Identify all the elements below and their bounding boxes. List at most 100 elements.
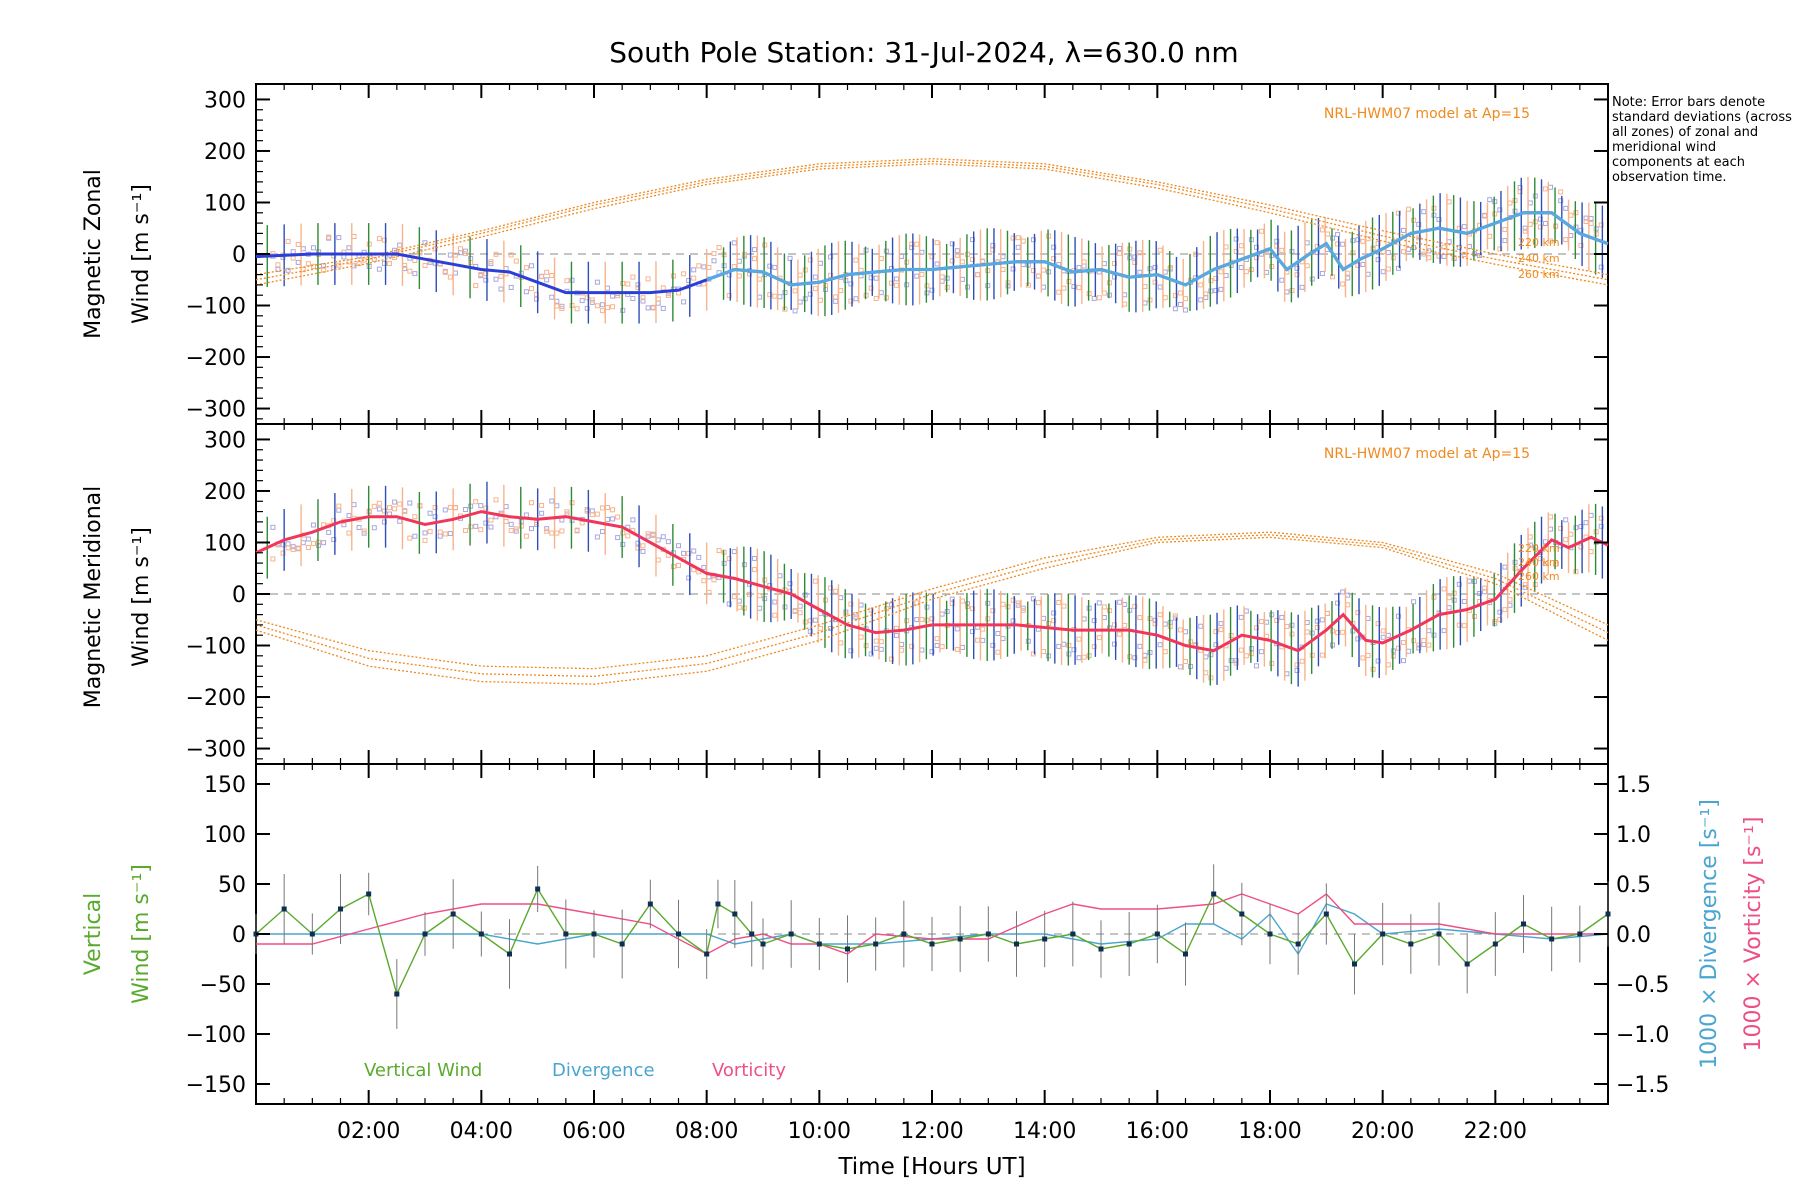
scatter-point [1548,526,1554,532]
scatter-point [1000,267,1006,273]
scatter-point [1015,235,1021,241]
scatter-point [584,305,590,311]
scatter-point [483,520,489,526]
scatter-point [351,502,357,508]
scatter-point [1335,600,1341,606]
scatter-point [767,263,773,269]
vertical-wind-point [816,941,822,947]
scatter-point [919,271,925,277]
scatter-point [1056,600,1062,606]
scatter-point [878,646,884,652]
vertical-wind-point [1521,921,1526,927]
scatter-point [812,617,818,623]
scatter-point [1542,561,1548,567]
model-curve-220km [255,531,1609,670]
scatter-point [1035,600,1041,606]
scatter-point [1117,631,1123,637]
scatter-point [381,508,387,514]
scatter-point [336,507,342,513]
scatter-point [752,566,758,572]
vertical-wind-point [1605,911,1611,917]
scatter-point [1157,642,1163,648]
scatter-point [1319,652,1325,658]
scatter-point [447,504,453,510]
scatter-point [1076,265,1082,271]
scatter-point [1157,284,1163,290]
scatter-point [1365,271,1371,277]
scatter-point [665,539,671,545]
scatter-point [290,544,296,550]
scatter-point [797,603,803,609]
scatter-point [473,283,479,289]
scatter-point [1456,622,1462,628]
scatter-point [812,274,818,280]
mean-wind-curve [255,510,1609,653]
scatter-point [1081,616,1087,622]
vertical-wind-point [749,931,755,937]
scatter-point [1299,658,1305,664]
scatter-point [473,523,479,529]
scatter-point [711,577,717,583]
scatter-point [1355,610,1361,616]
scatter-point [691,275,697,281]
scatter-point [1152,621,1158,627]
scatter-point [1319,270,1325,276]
vertical-right-ticks: 1.5 1.0 0.5 0.0 −0.5 −1.0 −1.5 [1594,773,1669,1098]
vertical-wind-point [1239,911,1245,917]
vertical-wind-point [1577,931,1583,937]
scatter-point [1537,556,1543,562]
scatter-point [290,546,296,552]
scatter-point [523,533,529,539]
scatter-point [716,244,722,250]
scatter-point [736,598,742,604]
y-tick-label: 300 [204,88,246,113]
scatter-point [970,606,976,612]
scatter-point [1340,281,1346,287]
scatter-point [681,550,687,556]
scatter-point [594,511,600,517]
scatter-point [589,512,595,518]
scatter-point [300,540,306,546]
vertical-wind-point [366,891,372,897]
scatter-point [1416,235,1422,241]
y-tick-label: −50 [200,973,246,998]
vertical-wind-point [1042,936,1048,942]
scatter-point [1487,233,1493,239]
vertical-wind-point [1126,941,1132,947]
vertical-wind-point [394,991,400,997]
scatter-point [899,647,905,653]
scatter-point [1578,524,1584,530]
scatter-point [939,274,945,280]
scatter-point [1401,227,1407,233]
scatter-point [1563,537,1569,543]
scatter-point [1588,512,1594,518]
scatter-point [1497,246,1503,252]
vertical-wind-point [1267,931,1273,937]
scatter-point [1274,617,1280,623]
scatter-point [554,530,560,536]
y-tick-label: −200 [186,686,246,711]
zonal-panel: 300 200 100 0 −100 −200 −300 NRL-HWM07 model a… [81,83,1609,425]
scatter-point [594,303,600,309]
scatter-point [513,258,519,264]
scatter-point [275,266,281,272]
scatter-point [539,502,545,508]
y-tick-label: 100 [204,823,246,848]
scatter-point [1335,241,1341,247]
scatter-point [1000,254,1006,260]
scatter-point [1112,641,1118,647]
scatter-point [321,540,327,546]
scatter-point [772,599,778,605]
y-tick-label: −150 [186,1073,246,1098]
scatter-point [726,556,732,562]
meridional-ylabel-line1: Magnetic Meridional [81,486,106,708]
scatter-point [295,242,301,248]
x-tick-label: 14:00 [1013,1119,1076,1144]
scatter-point [772,264,778,270]
scatter-point [757,294,763,300]
scatter-point [691,267,697,273]
scatter-point [1233,236,1239,242]
scatter-point [939,278,945,284]
scatter-point [1426,642,1432,648]
